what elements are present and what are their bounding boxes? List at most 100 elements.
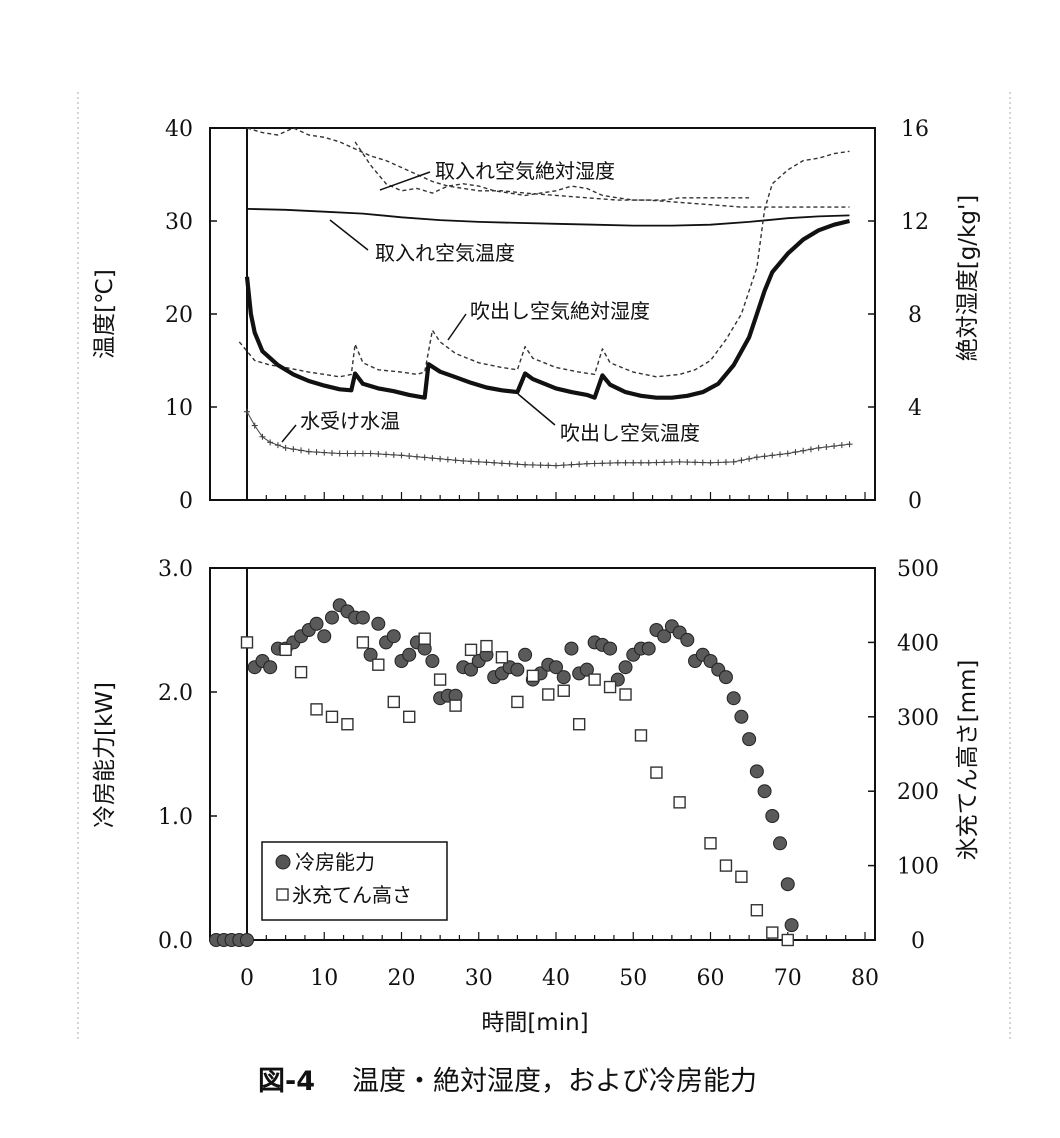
cooling-capacity-point [603,641,618,656]
legend: 冷房能力 氷充てん高さ [261,841,448,921]
ice-height-point [526,669,540,683]
water-temp-marker [746,455,753,462]
ice-height-point [634,729,648,742]
cooling-capacity-point [464,662,479,677]
cooling-capacity-point [773,836,788,851]
water-temp-marker [807,446,814,453]
ice-height-point [735,870,748,883]
water-temp-marker [460,457,467,464]
top-right-tick-label: 0 [908,489,922,514]
cooling-capacity-point [641,641,656,656]
water-temp-marker [784,450,791,457]
annotation-outlet-humidity: 吹出し空気絶対湿度 [470,299,650,323]
temperature-humidity-chart: 0 10 20 30 40 0 4 8 12 16 温度[℃] 絶対湿度[g/kg'] 取入れ空… [92,117,981,514]
x-axis-title: 時間[min] [481,1010,588,1036]
bottom-plot-frame [209,567,876,941]
x-tick-label: 80 [851,966,879,991]
cooling-capacity-point [309,616,324,631]
water-temp-marker [692,459,699,466]
cooling-capacity-point [425,654,440,668]
legend-label-cooling: 冷房能力 [295,850,375,874]
water-temp-marker [359,450,366,457]
top-series-group [238,127,853,469]
water-temp-marker [444,456,451,463]
bottom-left-tick-label: 2.0 [158,681,193,706]
ice-height-point [433,673,447,686]
top-left-axis-title: 温度[℃] [92,269,118,359]
x-tick-label: 30 [465,966,493,991]
water-temp-marker [390,451,397,458]
water-temp-marker [421,454,428,461]
water-temp-marker [498,460,505,467]
water-temp-marker [336,450,343,457]
water-temp-marker [506,460,513,467]
ice-height-point [418,632,431,645]
annotation-outlet-temp: 吹出し空気温度 [560,421,700,445]
water-temp-marker [792,449,799,456]
cooling-capacity-chart: 0.0 1.0 2.0 3.0 0 100 200 300 400 500 0 10 20 30 40 5… [92,557,981,1036]
top-right-axis-title: 絶対湿度[g/kg'] [955,195,981,362]
annotation-intake-temp: 取入れ空気温度 [375,241,515,265]
top-left-tick-labels: 0 10 20 30 40 [165,117,217,514]
bottom-right-axis-title: 氷充てん高さ[mm] [955,660,981,861]
water-temp-marker [429,455,436,462]
annotation-intake-temp-arrow [329,219,369,251]
cooling-capacity-point [518,647,533,662]
ice-height-point [356,636,370,649]
top-x-tick-marks [246,492,866,500]
bottom-right-tick-label: 200 [897,780,939,805]
top-left-tick-label: 10 [165,396,193,421]
x-tick-label: 10 [310,966,338,991]
top-series-line-1 [354,141,750,201]
water-temp-marker [607,460,614,467]
ice-height-point [464,643,478,657]
water-temp-marker [676,458,683,465]
water-temp-marker [491,459,498,466]
ice-height-point [557,684,570,697]
water-temp-marker [576,461,583,468]
water-temp-marker [777,451,784,458]
x-tick-label: 50 [619,966,647,991]
top-series-line-2 [246,208,850,227]
legend-label-ice: 氷充てん高さ [292,883,412,907]
ice-height-point [372,658,385,671]
cooling-capacity-point [757,784,772,799]
top-left-tick-label: 30 [165,210,193,235]
cooling-capacity-point [718,670,733,685]
water-temp-marker [274,442,281,449]
water-temp-marker [630,459,637,466]
annotation-outlet-humidity-arrow [447,313,467,341]
ice-height-point [572,718,586,731]
legend-marker-cooling [275,854,291,870]
water-temp-marker [437,455,444,462]
water-temp-marker [352,450,359,457]
water-temp-marker [637,459,644,466]
bottom-series-group [209,598,799,947]
water-temp-marker [367,450,374,457]
water-temp-marker [761,453,768,460]
cooling-capacity-point [564,641,579,656]
bottom-left-tick-label: 0.0 [158,929,193,954]
cooling-capacity-point [510,662,525,677]
ice-height-point [766,926,779,939]
cooling-capacity-point [703,654,718,668]
water-temp-marker [753,454,760,461]
cooling-capacity-point [386,629,401,644]
water-temp-marker [599,460,606,467]
cooling-capacity-point [680,632,695,647]
water-temp-marker [406,453,413,460]
ice-height-point [704,837,717,850]
bottom-left-tick-labels: 0.0 1.0 2.0 3.0 [158,557,217,954]
cooling-capacity-point [780,877,795,892]
legend-marker-ice [276,888,289,901]
water-temp-marker [645,459,652,466]
bottom-right-tick-label: 0 [911,929,925,954]
water-temp-marker [591,460,598,467]
water-temp-marker [290,446,297,453]
ice-height-point [387,695,400,709]
top-right-tick-label: 4 [908,396,922,421]
water-temp-marker [831,443,838,450]
water-temp-marker [452,457,459,464]
water-temp-marker [614,459,621,466]
